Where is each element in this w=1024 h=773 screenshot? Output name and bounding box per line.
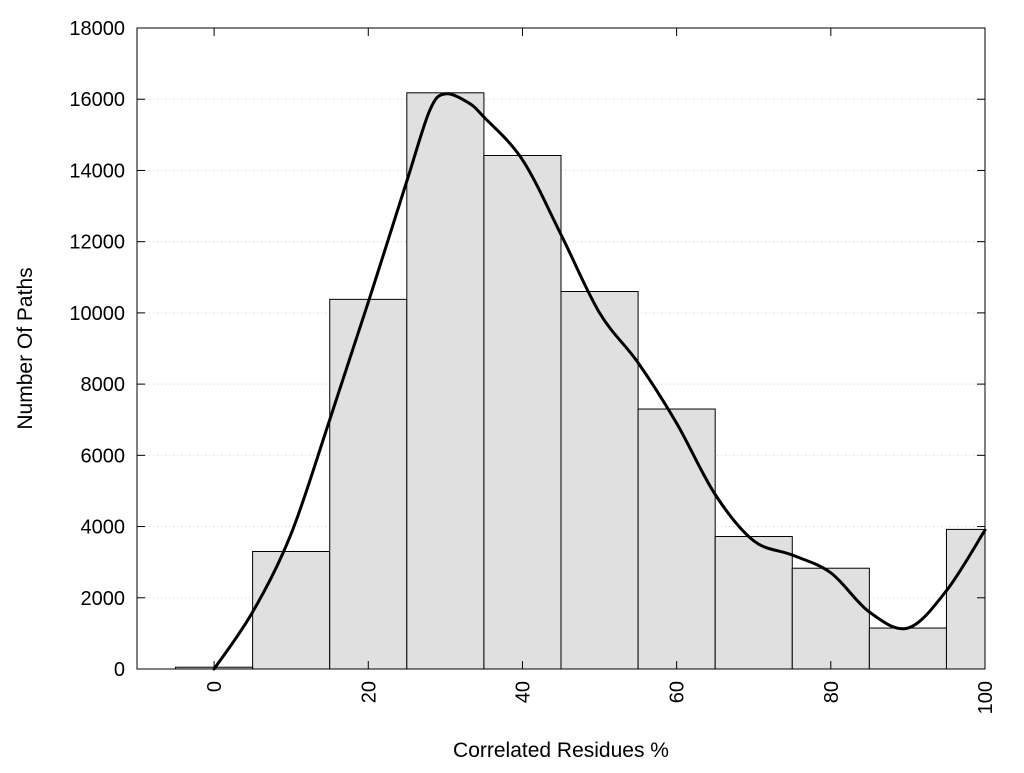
histogram-bar — [714, 536, 793, 670]
plot-frame — [136, 27, 986, 670]
y-tick-label: 2000 — [81, 588, 126, 610]
y-tick-label: 6000 — [81, 445, 126, 467]
y-tick-label: 10000 — [69, 303, 125, 325]
histogram-bar — [483, 154, 562, 670]
x-tick-label: 20 — [358, 681, 380, 703]
y-tick-label: 14000 — [69, 160, 125, 182]
y-tick-label: 16000 — [69, 89, 125, 111]
y-tick-label: 12000 — [69, 232, 125, 254]
y-tick-label: 8000 — [81, 374, 126, 396]
histogram-bar — [406, 92, 485, 670]
bars-layer — [175, 92, 986, 670]
histogram-bar — [637, 408, 716, 670]
y-tick-label: 0 — [114, 659, 125, 681]
histogram-bar — [945, 528, 986, 670]
x-axis-title: Correlated Residues % — [453, 739, 669, 762]
ticks-layer: 0 2000 4000 6000 8000 10000 12000 14000 16000 180… — [69, 18, 997, 714]
x-tick-label: 60 — [667, 681, 689, 703]
y-tick-label: 18000 — [69, 18, 125, 40]
histogram-bar — [791, 567, 870, 670]
histogram-bar — [560, 291, 639, 670]
histogram-bar — [329, 298, 408, 670]
x-tick-label: 100 — [975, 681, 997, 714]
y-tick-label: 4000 — [81, 517, 126, 539]
x-tick-label: 0 — [204, 681, 226, 692]
curve-layer — [212, 92, 987, 671]
histogram-bar — [868, 627, 947, 670]
density-curve — [212, 92, 987, 671]
x-tick-label: 80 — [821, 681, 843, 703]
histogram-bar — [252, 550, 331, 670]
y-axis-title: Number Of Paths — [14, 267, 37, 429]
x-tick-label: 40 — [512, 681, 534, 703]
